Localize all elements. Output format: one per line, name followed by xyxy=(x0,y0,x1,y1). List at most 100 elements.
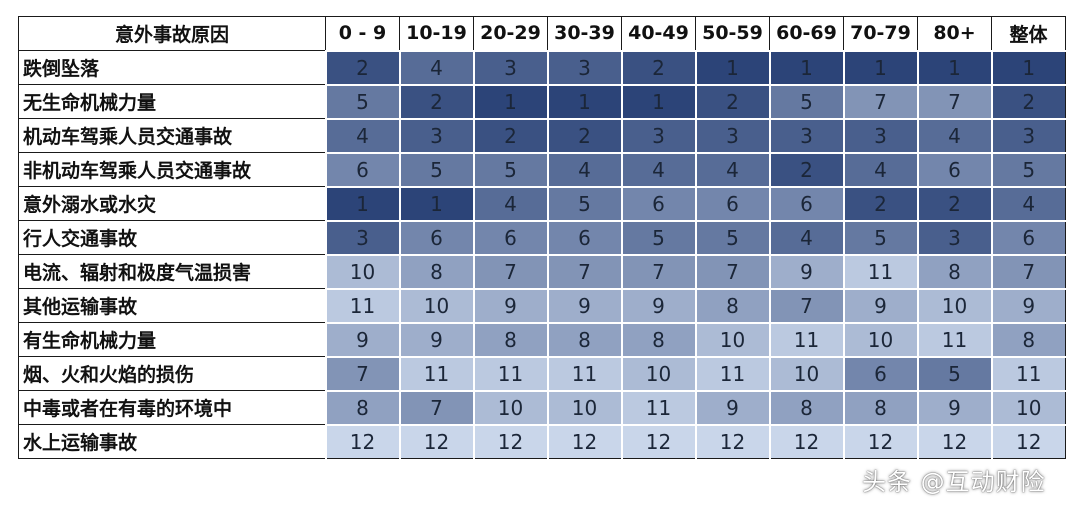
heat-cell: 2 xyxy=(472,117,549,154)
heat-cell: 4 xyxy=(768,219,845,256)
column-header-3: 30-39 xyxy=(547,16,622,51)
row-label: 机动车驾乘人员交通事故 xyxy=(18,118,326,153)
heat-cell: 7 xyxy=(398,389,475,426)
heat-cell: 10 xyxy=(472,389,549,426)
row-label: 无生命机械力量 xyxy=(18,84,326,119)
heat-cell: 3 xyxy=(990,117,1066,154)
heat-cell: 12 xyxy=(472,423,549,459)
heat-cell: 8 xyxy=(768,389,845,426)
column-header-7: 70-79 xyxy=(843,16,918,51)
row-label: 其他运输事故 xyxy=(18,288,326,323)
column-header-8: 80+ xyxy=(917,16,992,51)
heat-cell: 5 xyxy=(694,219,771,256)
heatmap-body: 跌倒坠落 2 4 3 3 2 1 1 1 1 1 无生命机械力量 5 2 1 1 1 2 5 7 7 2 机动车驾乘人员交通… xyxy=(18,49,1066,459)
heat-cell: 9 xyxy=(694,389,771,426)
heat-cell: 5 xyxy=(620,219,697,256)
heatmap-table: 意外事故原因 0 - 9 10-19 20-29 30-39 40-49 50-59 60-… xyxy=(18,16,1066,459)
heat-cell: 1 xyxy=(694,49,771,86)
heat-cell: 10 xyxy=(694,321,771,358)
heat-cell: 1 xyxy=(620,83,697,120)
heat-cell: 7 xyxy=(324,355,401,392)
table-row: 意外溺水或水灾 1 1 4 5 6 6 6 2 2 4 xyxy=(18,185,1066,222)
heat-cell: 1 xyxy=(768,49,845,86)
heat-cell: 4 xyxy=(620,151,697,188)
heat-cell: 9 xyxy=(768,253,845,290)
heat-cell: 4 xyxy=(916,117,993,154)
heat-cell: 4 xyxy=(398,49,475,86)
row-label: 非机动车驾乘人员交通事故 xyxy=(18,152,326,187)
heat-cell: 7 xyxy=(694,253,771,290)
heat-cell: 3 xyxy=(324,219,401,256)
heat-cell: 12 xyxy=(768,423,845,459)
heat-cell: 5 xyxy=(768,83,845,120)
heat-cell: 9 xyxy=(324,321,401,358)
heat-cell: 5 xyxy=(324,83,401,120)
heat-cell: 10 xyxy=(398,287,475,324)
heat-cell: 2 xyxy=(398,83,475,120)
heat-cell: 5 xyxy=(842,219,919,256)
heat-cell: 9 xyxy=(472,287,549,324)
heat-cell: 5 xyxy=(398,151,475,188)
table-row: 水上运输事故 12 12 12 12 12 12 12 12 12 12 xyxy=(18,423,1066,459)
heat-cell: 12 xyxy=(324,423,401,459)
column-header-9: 整体 xyxy=(991,16,1066,51)
heat-cell: 12 xyxy=(694,423,771,459)
table-row: 中毒或者在有毒的环境中 8 7 10 10 11 9 8 8 9 10 xyxy=(18,389,1066,426)
heat-cell: 7 xyxy=(842,83,919,120)
column-header-4: 40-49 xyxy=(621,16,696,51)
heat-cell: 12 xyxy=(916,423,993,459)
heat-cell: 3 xyxy=(768,117,845,154)
heat-cell: 1 xyxy=(324,185,401,222)
heat-cell: 6 xyxy=(768,185,845,222)
heat-cell: 12 xyxy=(842,423,919,459)
heat-cell: 8 xyxy=(694,287,771,324)
heat-cell: 11 xyxy=(472,355,549,392)
row-label: 水上运输事故 xyxy=(18,424,326,459)
heat-cell: 9 xyxy=(398,321,475,358)
column-header-5: 50-59 xyxy=(695,16,770,51)
heat-cell: 10 xyxy=(768,355,845,392)
heat-cell: 8 xyxy=(620,321,697,358)
heat-cell: 2 xyxy=(694,83,771,120)
heat-cell: 6 xyxy=(324,151,401,188)
column-header-0: 0 - 9 xyxy=(325,16,400,51)
heat-cell: 1 xyxy=(916,49,993,86)
heat-cell: 5 xyxy=(916,355,993,392)
heat-cell: 3 xyxy=(916,219,993,256)
heat-cell: 4 xyxy=(546,151,623,188)
heat-cell: 3 xyxy=(472,49,549,86)
heat-cell: 5 xyxy=(472,151,549,188)
corner-header: 意外事故原因 xyxy=(18,16,326,51)
row-label: 意外溺水或水灾 xyxy=(18,186,326,221)
table-row: 非机动车驾乘人员交通事故 6 5 5 4 4 4 2 4 6 5 xyxy=(18,151,1066,188)
heat-cell: 7 xyxy=(620,253,697,290)
heat-cell: 2 xyxy=(620,49,697,86)
header-row: 意外事故原因 0 - 9 10-19 20-29 30-39 40-49 50-59 60-… xyxy=(18,16,1066,51)
row-label: 电流、辐射和极度气温损害 xyxy=(18,254,326,289)
heat-cell: 9 xyxy=(620,287,697,324)
heat-cell: 10 xyxy=(620,355,697,392)
heat-cell: 6 xyxy=(842,355,919,392)
heat-cell: 4 xyxy=(472,185,549,222)
heat-cell: 8 xyxy=(546,321,623,358)
heat-cell: 4 xyxy=(842,151,919,188)
heat-cell: 6 xyxy=(694,185,771,222)
heat-cell: 11 xyxy=(324,287,401,324)
heat-cell: 11 xyxy=(546,355,623,392)
table-row: 有生命机械力量 9 9 8 8 8 10 11 10 11 8 xyxy=(18,321,1066,358)
heat-cell: 2 xyxy=(916,185,993,222)
heat-cell: 2 xyxy=(546,117,623,154)
heat-cell: 5 xyxy=(990,151,1066,188)
heat-cell: 8 xyxy=(842,389,919,426)
heat-cell: 11 xyxy=(620,389,697,426)
heat-cell: 6 xyxy=(472,219,549,256)
heat-cell: 8 xyxy=(990,321,1066,358)
heat-cell: 7 xyxy=(768,287,845,324)
table-row: 跌倒坠落 2 4 3 3 2 1 1 1 1 1 xyxy=(18,49,1066,86)
heat-cell: 9 xyxy=(916,389,993,426)
heat-cell: 6 xyxy=(620,185,697,222)
heat-cell: 2 xyxy=(990,83,1066,120)
heat-cell: 7 xyxy=(546,253,623,290)
heat-cell: 11 xyxy=(694,355,771,392)
table-row: 其他运输事故 11 10 9 9 9 8 7 9 10 9 xyxy=(18,287,1066,324)
